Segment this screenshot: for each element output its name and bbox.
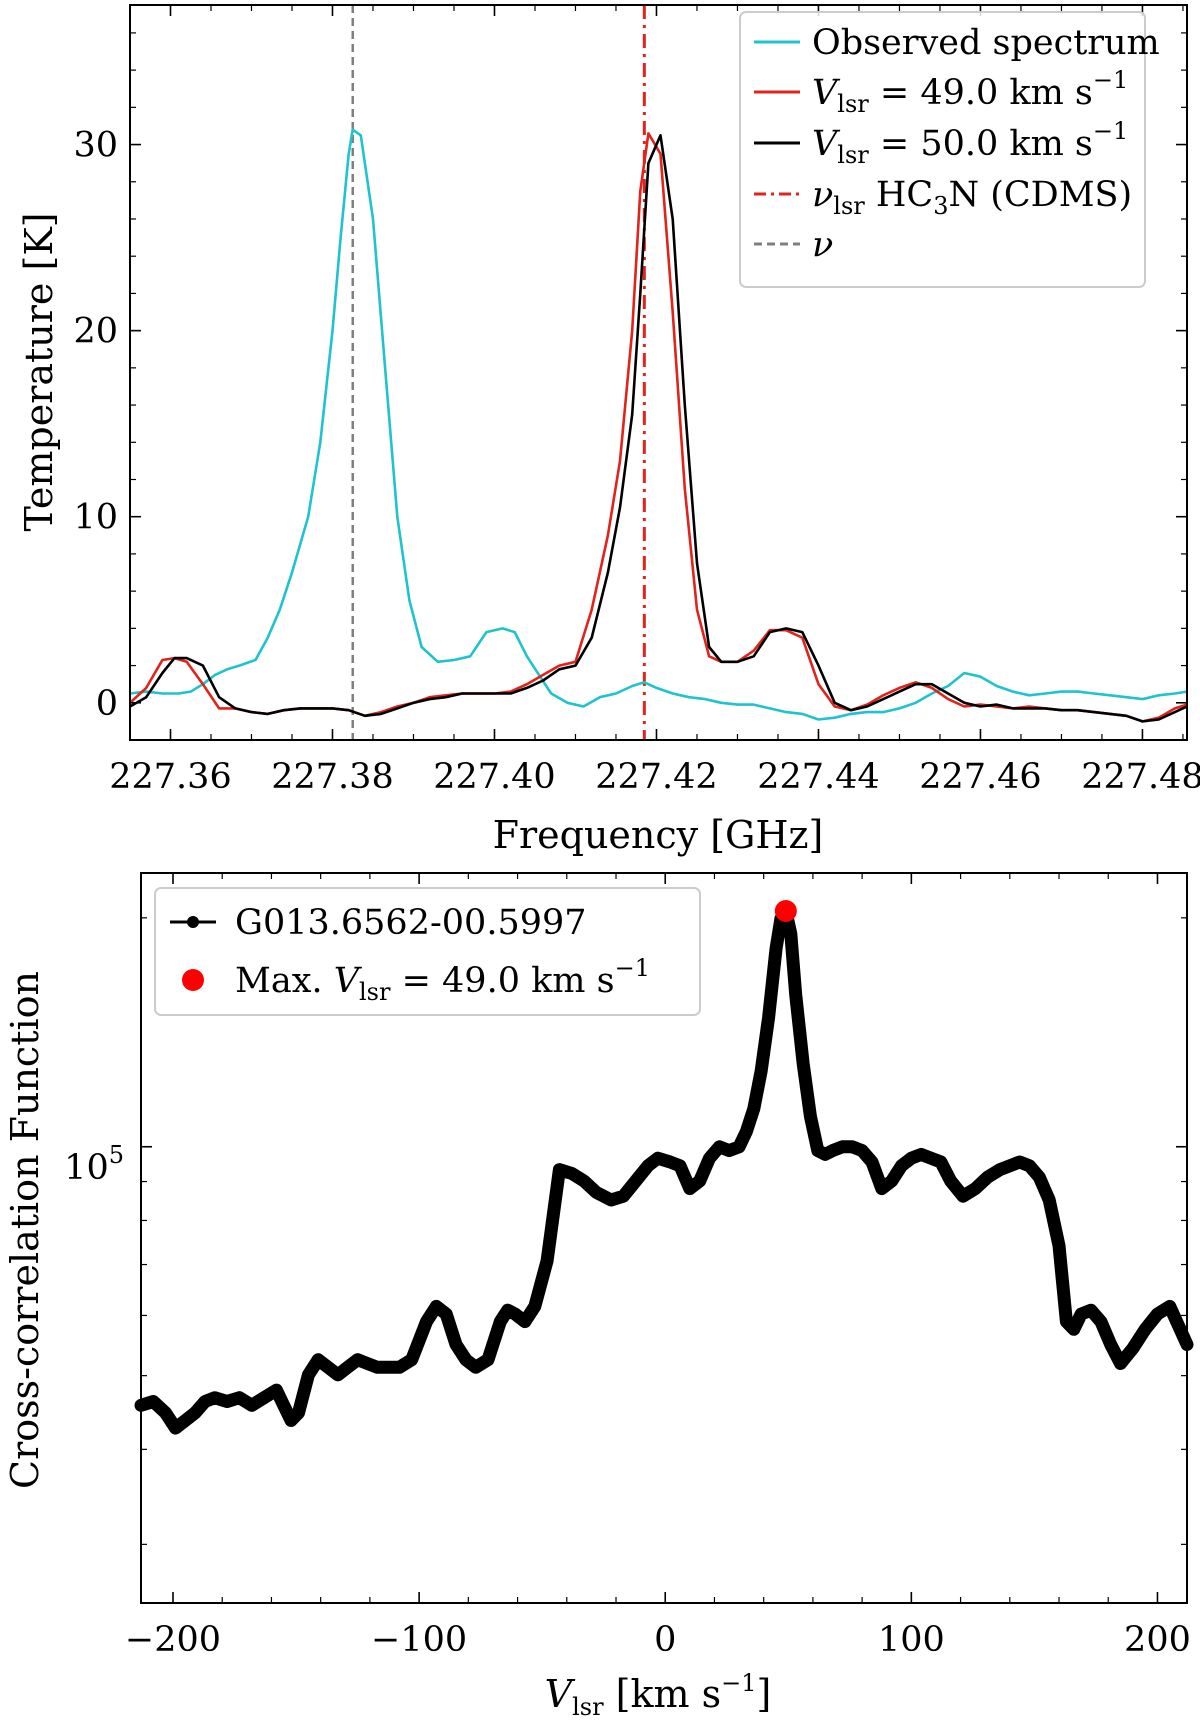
legend-label-vlsr-49: Vlsr = 49.0 km s−1 <box>812 66 1128 118</box>
y-tick-label: 0 <box>96 684 118 724</box>
ccf-series <box>134 900 1194 1435</box>
ccf-x-tick-label: 200 <box>1124 1620 1191 1660</box>
y-tick-label: 10 <box>73 498 118 538</box>
ccf-x-tick-label: 0 <box>654 1620 676 1660</box>
spectrum-y-axis-label: Temperature [K] <box>17 212 61 531</box>
spectrum-x-axis-label: Frequency [GHz] <box>493 813 824 857</box>
y-tick-label: 30 <box>73 126 118 166</box>
x-tick-label: 227.48 <box>1081 757 1200 797</box>
x-tick-label: 227.42 <box>595 757 717 797</box>
spectrum-panel: 227.36 227.38 227.40 227.42 227.44 227.46 227.… <box>17 4 1200 857</box>
ccf-legend: G013.6562-00.5997 Max. Vlsr = 49.0 km s−… <box>154 887 701 1016</box>
x-tick-label: 227.46 <box>919 757 1041 797</box>
x-tick-label: 227.36 <box>109 757 231 797</box>
x-tick-label: 227.44 <box>757 757 879 797</box>
ccf-x-tick-label: 100 <box>878 1620 945 1660</box>
ccf-x-tick-label: −200 <box>125 1620 221 1660</box>
legend-swatch-max <box>182 969 204 991</box>
spectrum-legend: Observed spectrum Vlsr = 49.0 km s−1 Vls… <box>739 11 1160 288</box>
observed-spectrum-line <box>129 128 1188 721</box>
ccf-ticks: −200 −100 0 100 200 <box>125 873 1191 1660</box>
legend-label-observed: Observed spectrum <box>812 23 1160 63</box>
legend-swatch-ccf-marker <box>187 916 199 928</box>
ccf-max-marker <box>774 900 797 923</box>
legend-label-max: Max. Vlsr = 49.0 km s−1 <box>235 954 650 1006</box>
legend-label-vlsr-50: Vlsr = 50.0 km s−1 <box>812 117 1128 169</box>
x-tick-label: 227.38 <box>271 757 393 797</box>
spectrum-legend-frame <box>739 11 1146 288</box>
legend-label-ccf: G013.6562-00.5997 <box>235 903 587 943</box>
ccf-y-axis-label: Cross-correlation Function <box>3 971 47 1489</box>
vlsr-50-line <box>129 134 1188 723</box>
legend-label-nu-lsr: νlsr HC3N (CDMS) <box>812 175 1132 220</box>
ccf-legend-frame <box>154 887 701 1016</box>
spectrum-axes-frame <box>129 4 1188 741</box>
ccf-panel: −200 −100 0 100 200 Cross-correlation Functi… <box>3 872 1194 1721</box>
ccf-x-axis-label: Vlsr [km s−1] <box>545 1669 772 1721</box>
y-tick-label: 20 <box>73 312 118 352</box>
spectrum-vlines <box>351 5 646 740</box>
ccf-line <box>134 904 1194 1435</box>
ccf-y-tick-label-1e5: 105 <box>64 1141 124 1188</box>
spectrum-series <box>129 128 1188 723</box>
legend-label-nu: ν <box>812 225 833 265</box>
spectrum-ticks: 227.36 227.38 227.40 227.42 227.44 227.46 227.… <box>73 5 1200 797</box>
ccf-x-tick-label: −100 <box>371 1620 467 1660</box>
x-tick-label: 227.40 <box>433 757 555 797</box>
ccf-axes-frame <box>140 872 1188 1604</box>
